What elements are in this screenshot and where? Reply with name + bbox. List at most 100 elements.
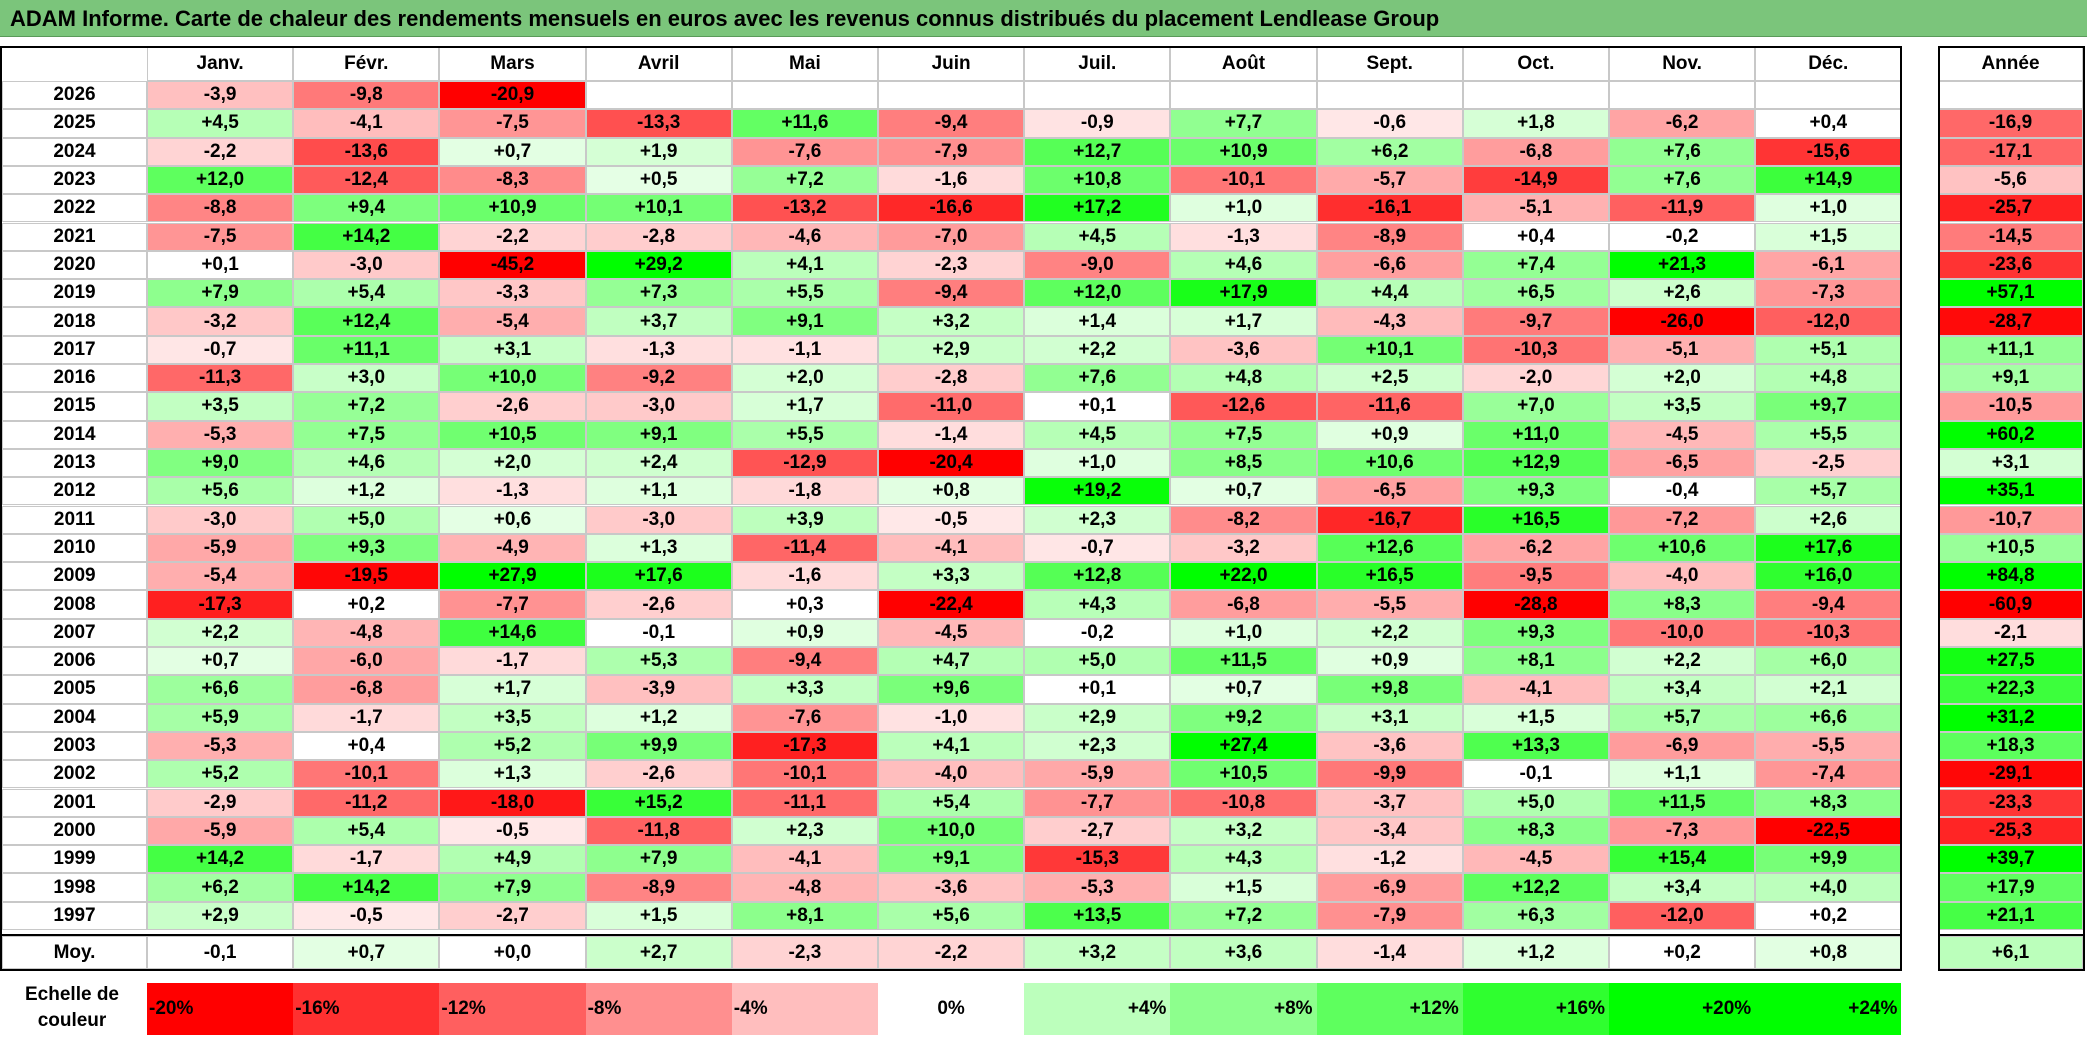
heatmap-cell: +0,3 — [731, 590, 878, 619]
month-header: Déc. — [1755, 46, 1902, 81]
heatmap-cell: +2,2 — [1609, 647, 1756, 676]
month-header: Avril — [585, 46, 732, 81]
heatmap-cell: +6,3 — [1462, 901, 1609, 930]
heatmap-cell: +5,4 — [293, 816, 440, 846]
heatmap-cell: -8,3 — [439, 165, 586, 195]
heatmap-cell: -11,2 — [293, 788, 440, 817]
heatmap-cell: +1,0 — [1170, 194, 1317, 223]
heatmap-cell: +9,9 — [1755, 845, 1902, 874]
heatmap-cell: +1,5 — [1755, 222, 1902, 251]
heatmap-cell: +14,9 — [1755, 165, 1902, 195]
heatmap-cell: +0,4 — [1462, 222, 1609, 251]
heatmap-cell: +7,5 — [1170, 420, 1317, 449]
heatmap-cell: -28,8 — [1462, 590, 1609, 619]
title-bar: ADAM Informe. Carte de chaleur des rende… — [0, 0, 2087, 37]
heatmap-cell: -9,4 — [878, 279, 1025, 308]
heatmap-cell: -9,4 — [878, 109, 1025, 138]
heatmap-cell: +5,2 — [439, 731, 586, 761]
heatmap-cell: -3,3 — [439, 279, 586, 308]
average-cell: +0,7 — [293, 936, 440, 969]
heatmap-cell: -0,7 — [1024, 533, 1171, 563]
heatmap-cell: -16,6 — [878, 194, 1025, 223]
heatmap-cell: +4,8 — [1170, 364, 1317, 393]
heatmap-cell: +1,1 — [585, 477, 732, 506]
heatmap-cell: -1,8 — [731, 477, 878, 506]
heatmap-cell: +1,3 — [585, 533, 732, 563]
heatmap-cell: -5,9 — [147, 533, 294, 563]
heatmap-cell: +9,1 — [878, 845, 1025, 874]
heatmap-cell: -4,5 — [1609, 420, 1756, 449]
heatmap-cell: +2,2 — [147, 618, 294, 647]
heatmap-cell: -11,4 — [731, 533, 878, 563]
heatmap-cell: -0,5 — [293, 901, 440, 930]
heatmap-cell: -5,5 — [1316, 590, 1463, 619]
heatmap-cell: -12,0 — [1609, 901, 1756, 930]
heatmap-cell: +17,9 — [1170, 279, 1317, 308]
heatmap-cell: +1,5 — [585, 901, 732, 930]
heatmap-cell: +2,4 — [585, 448, 732, 478]
heatmap-cell: +0,5 — [585, 165, 732, 195]
heatmap-cell: +9,3 — [293, 533, 440, 563]
year-label: 2016 — [2, 364, 147, 393]
legend-swatch: -16% — [293, 983, 440, 1035]
heatmap-cell: +9,2 — [1170, 703, 1317, 732]
annual-cell: -23,3 — [1938, 788, 2083, 817]
heatmap-cell: +4,4 — [1316, 279, 1463, 308]
heatmap-cell: +2,0 — [731, 364, 878, 393]
heatmap-cell: +3,4 — [1609, 675, 1756, 704]
legend-title: Echelle de couleur — [2, 980, 142, 1036]
heatmap-cell: +2,2 — [1316, 618, 1463, 647]
heatmap-cell — [1316, 81, 1463, 110]
heatmap-cell: +12,0 — [147, 165, 294, 195]
annual-cell: -14,5 — [1938, 222, 2083, 251]
year-label: 2011 — [2, 505, 147, 534]
heatmap-cell: +6,2 — [147, 873, 294, 902]
heatmap-cell: -20,4 — [878, 448, 1025, 478]
average-cell: +3,6 — [1170, 936, 1317, 969]
heatmap-cell: -1,3 — [1170, 222, 1317, 251]
heatmap-cell: +0,9 — [1316, 420, 1463, 449]
heatmap-cell: -5,5 — [1755, 731, 1902, 761]
heatmap-cell: +4,6 — [1170, 250, 1317, 280]
heatmap-cell: +7,6 — [1024, 364, 1171, 393]
heatmap-cell: -22,5 — [1755, 816, 1902, 846]
heatmap-cell: -11,8 — [585, 816, 732, 846]
heatmap-cell: +3,2 — [1170, 816, 1317, 846]
heatmap-cell: -5,3 — [147, 420, 294, 449]
heatmap-cell: +7,6 — [1609, 137, 1756, 166]
heatmap-cell: +3,5 — [439, 703, 586, 732]
year-label: 2024 — [2, 137, 147, 166]
annual-cell: +11,1 — [1938, 335, 2083, 364]
heatmap-cell: +2,3 — [731, 816, 878, 846]
heatmap-cell: -17,3 — [731, 731, 878, 761]
heatmap-cell: -20,9 — [439, 81, 586, 110]
annual-cell: -10,5 — [1938, 392, 2083, 421]
heatmap-cell: +5,6 — [147, 477, 294, 506]
heatmap-cell: +5,2 — [147, 760, 294, 789]
heatmap-cell: -2,9 — [147, 788, 294, 817]
heatmap-cell: -8,8 — [147, 194, 294, 223]
heatmap-cell: -3,2 — [147, 307, 294, 336]
heatmap-cell: +29,2 — [585, 250, 732, 280]
year-label: 2023 — [2, 165, 147, 195]
average-cell: -2,3 — [731, 936, 878, 969]
heatmap-cell: +9,3 — [1462, 477, 1609, 506]
year-label: 2020 — [2, 250, 147, 280]
annual-cell: +31,2 — [1938, 703, 2083, 732]
annual-cell: -5,6 — [1938, 165, 2083, 195]
heatmap-cell: +16,0 — [1755, 562, 1902, 591]
heatmap-cell: -6,6 — [1316, 250, 1463, 280]
heatmap-cell — [1609, 81, 1756, 110]
annual-cell: +22,3 — [1938, 675, 2083, 704]
heatmap-cell: +8,3 — [1755, 788, 1902, 817]
heatmap-cell: -5,7 — [1316, 165, 1463, 195]
heatmap-cell: +12,8 — [1024, 562, 1171, 591]
heatmap-cell: +10,9 — [1170, 137, 1317, 166]
heatmap-cell: +5,4 — [293, 279, 440, 308]
annual-cell: -28,7 — [1938, 307, 2083, 336]
heatmap-cell: +12,7 — [1024, 137, 1171, 166]
heatmap-cell: -5,3 — [1024, 873, 1171, 902]
heatmap-cell: +3,7 — [585, 307, 732, 336]
heatmap-cell: -5,4 — [147, 562, 294, 591]
heatmap-cell: -1,7 — [293, 845, 440, 874]
